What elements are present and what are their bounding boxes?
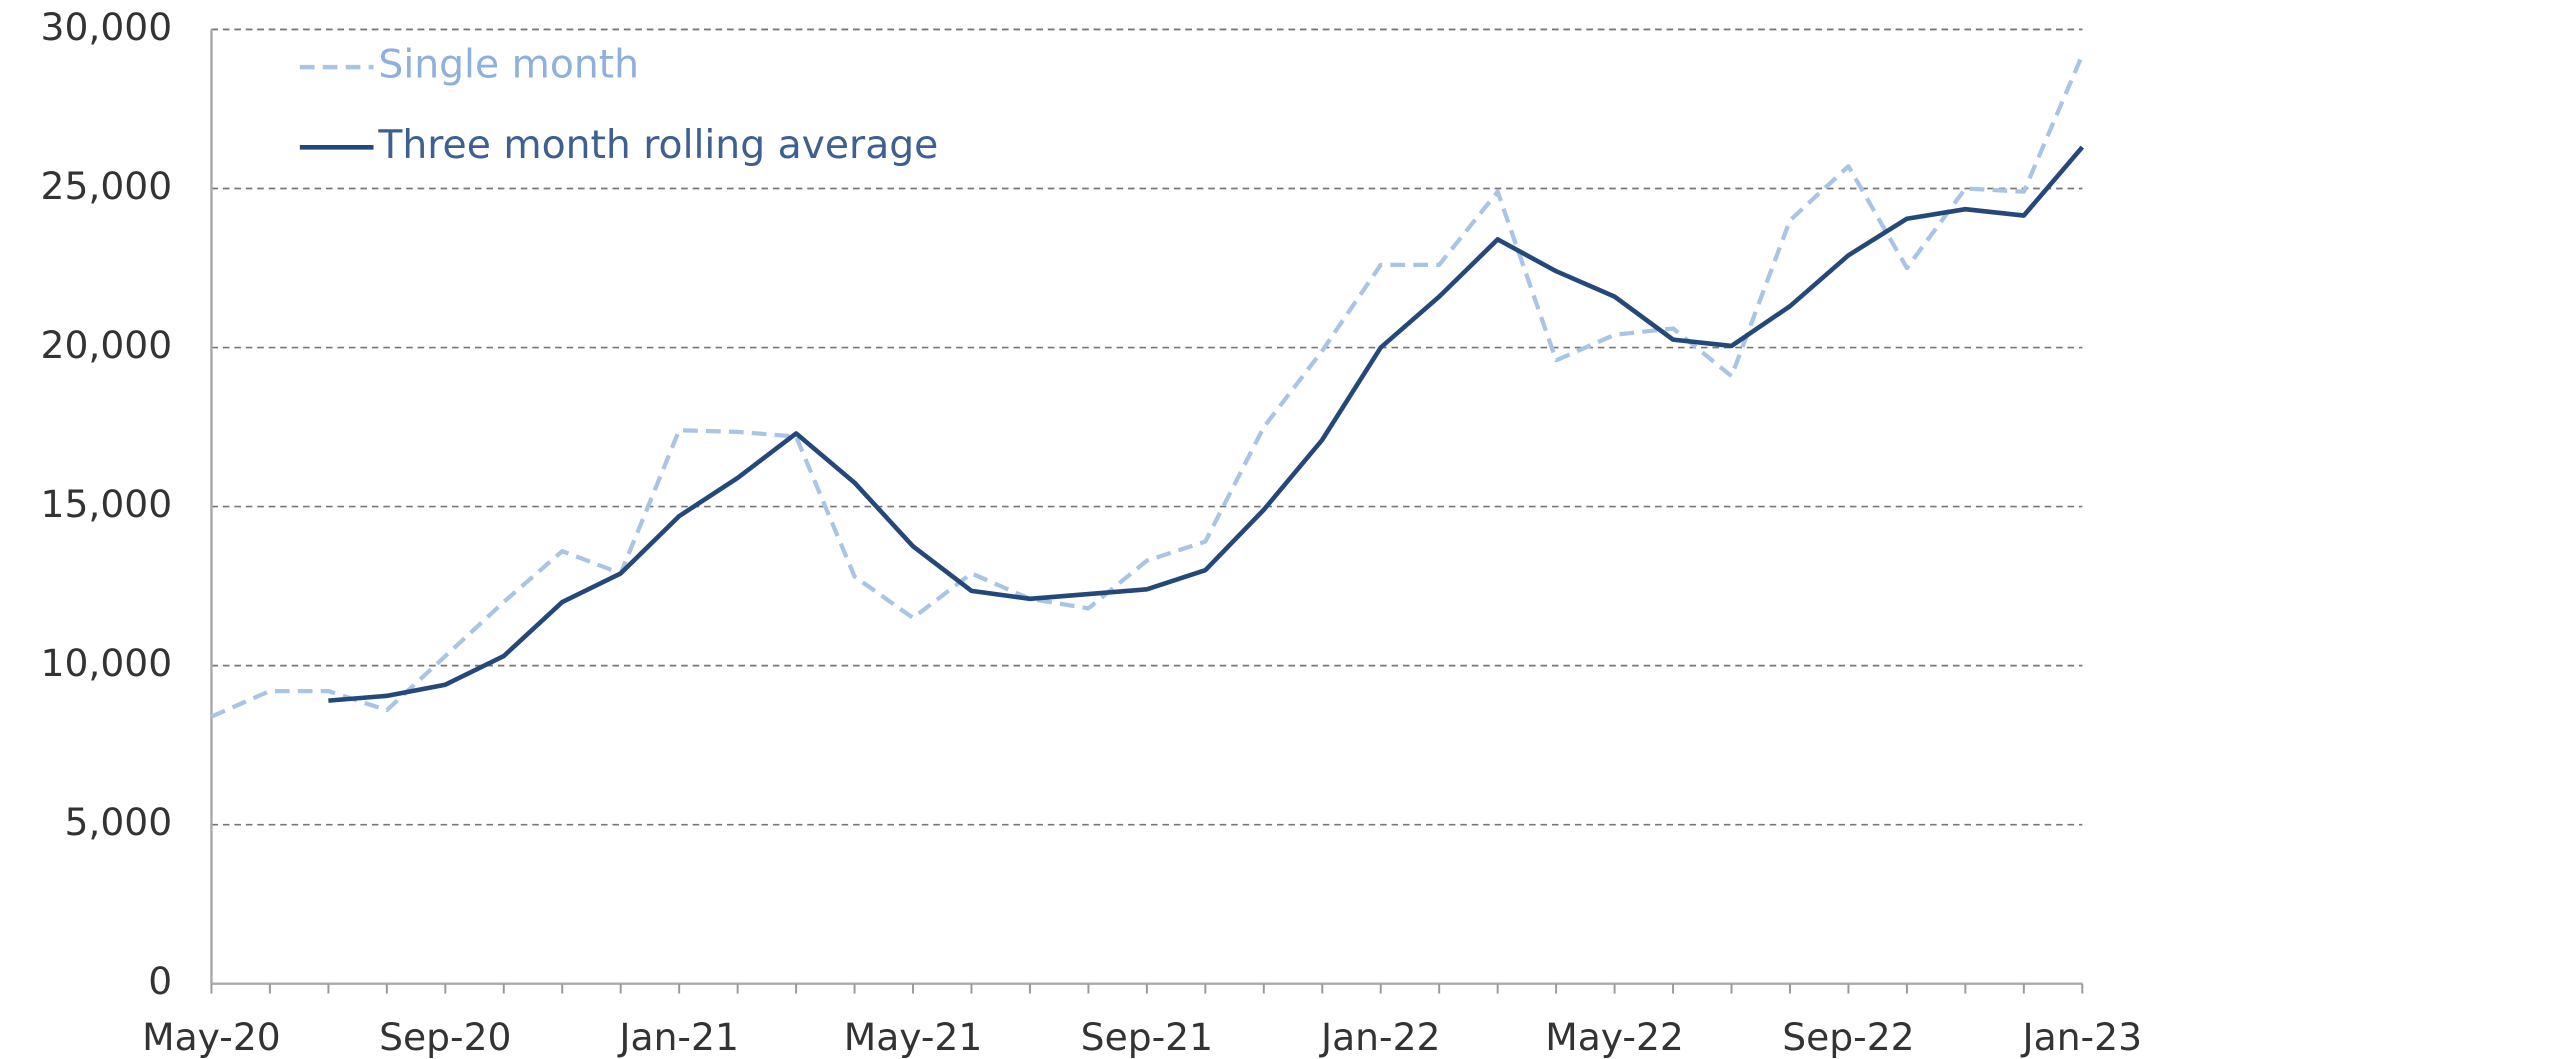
y-tick-label: 0 bbox=[148, 959, 172, 1003]
series-line bbox=[210, 54, 2085, 719]
x-tick-label: May-22 bbox=[1545, 1015, 1684, 1059]
y-tick-label: 20,000 bbox=[41, 323, 173, 367]
series-line bbox=[328, 145, 2085, 703]
x-tick-label: Jan-22 bbox=[1319, 1015, 1440, 1059]
x-tick-label: Jan-23 bbox=[2021, 1015, 2142, 1059]
y-tick-label: 30,000 bbox=[41, 5, 173, 49]
legend-label: Three month rolling average bbox=[377, 123, 938, 168]
x-tick-label: Jan-21 bbox=[617, 1015, 738, 1059]
x-tick-label: May-20 bbox=[142, 1015, 281, 1059]
x-tick-label: Sep-21 bbox=[1081, 1015, 1213, 1059]
x-tick-label: Sep-20 bbox=[379, 1015, 511, 1059]
y-tick-label: 10,000 bbox=[41, 641, 173, 685]
x-tick-label: Sep-22 bbox=[1782, 1015, 1914, 1059]
y-tick-label: 15,000 bbox=[41, 482, 173, 526]
y-tick-label: 5,000 bbox=[64, 800, 172, 844]
legend-label: Single month bbox=[378, 43, 639, 88]
y-tick-label: 25,000 bbox=[41, 164, 173, 208]
x-tick-label: May-21 bbox=[844, 1015, 983, 1059]
